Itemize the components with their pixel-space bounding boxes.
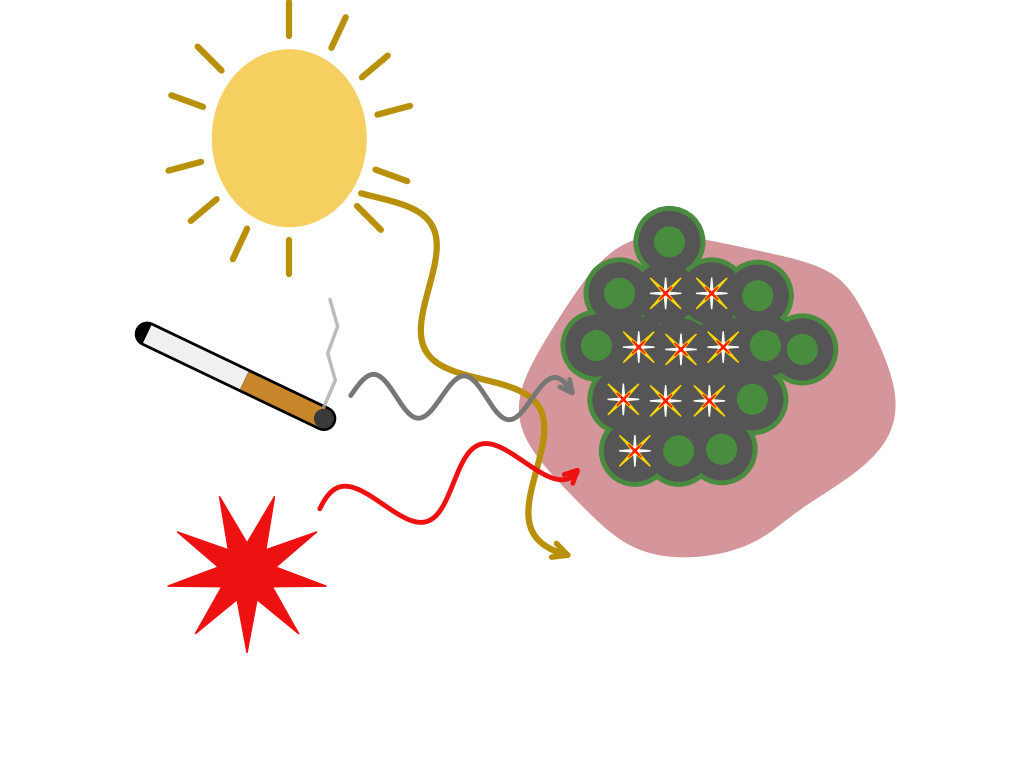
Circle shape xyxy=(686,414,757,485)
Circle shape xyxy=(603,312,674,382)
Polygon shape xyxy=(620,435,650,467)
Polygon shape xyxy=(650,277,681,310)
Circle shape xyxy=(717,364,787,435)
Circle shape xyxy=(674,366,744,436)
Polygon shape xyxy=(702,395,716,407)
Polygon shape xyxy=(708,331,739,363)
Circle shape xyxy=(693,316,754,378)
Circle shape xyxy=(681,263,742,324)
Polygon shape xyxy=(659,287,672,300)
Circle shape xyxy=(743,281,772,310)
Polygon shape xyxy=(666,334,696,365)
Polygon shape xyxy=(519,236,895,557)
Circle shape xyxy=(593,369,653,430)
Circle shape xyxy=(691,419,752,480)
Circle shape xyxy=(589,263,650,324)
Circle shape xyxy=(772,319,833,380)
Circle shape xyxy=(707,435,736,464)
Circle shape xyxy=(751,331,780,360)
Circle shape xyxy=(600,415,670,486)
Polygon shape xyxy=(708,332,738,362)
Circle shape xyxy=(654,227,684,257)
Circle shape xyxy=(767,314,838,385)
Circle shape xyxy=(730,310,801,381)
Polygon shape xyxy=(650,386,681,416)
Circle shape xyxy=(737,385,767,414)
Circle shape xyxy=(787,335,817,364)
Polygon shape xyxy=(616,393,630,406)
Polygon shape xyxy=(607,383,639,415)
Circle shape xyxy=(722,260,793,331)
Circle shape xyxy=(677,258,748,329)
Circle shape xyxy=(604,420,666,482)
Polygon shape xyxy=(632,341,645,353)
Circle shape xyxy=(314,409,333,428)
Circle shape xyxy=(635,370,696,432)
Circle shape xyxy=(582,331,611,360)
Circle shape xyxy=(643,415,714,486)
Circle shape xyxy=(584,258,655,329)
Polygon shape xyxy=(650,385,681,417)
Polygon shape xyxy=(608,384,639,415)
Polygon shape xyxy=(659,395,672,407)
Circle shape xyxy=(608,316,669,378)
Circle shape xyxy=(646,314,717,385)
Circle shape xyxy=(588,364,658,435)
Circle shape xyxy=(650,319,712,380)
Circle shape xyxy=(648,420,709,482)
Circle shape xyxy=(664,436,693,465)
Polygon shape xyxy=(717,341,730,353)
Circle shape xyxy=(566,315,627,376)
Polygon shape xyxy=(624,332,654,362)
Polygon shape xyxy=(696,278,727,309)
Circle shape xyxy=(639,211,699,273)
Circle shape xyxy=(722,369,782,430)
Polygon shape xyxy=(675,343,687,356)
Polygon shape xyxy=(650,278,681,309)
Polygon shape xyxy=(629,445,641,457)
Circle shape xyxy=(679,370,739,432)
Polygon shape xyxy=(696,277,727,310)
Circle shape xyxy=(630,366,700,436)
Polygon shape xyxy=(694,386,725,416)
Circle shape xyxy=(561,310,632,381)
Polygon shape xyxy=(693,385,725,417)
Ellipse shape xyxy=(212,50,367,227)
Circle shape xyxy=(634,207,705,277)
Polygon shape xyxy=(706,287,718,300)
Circle shape xyxy=(727,265,788,326)
Polygon shape xyxy=(168,496,327,653)
Circle shape xyxy=(605,279,634,308)
Circle shape xyxy=(688,312,759,382)
Circle shape xyxy=(635,263,696,324)
Circle shape xyxy=(735,315,796,376)
Circle shape xyxy=(630,258,700,329)
Polygon shape xyxy=(623,331,654,363)
Polygon shape xyxy=(666,333,696,366)
Polygon shape xyxy=(620,435,650,466)
